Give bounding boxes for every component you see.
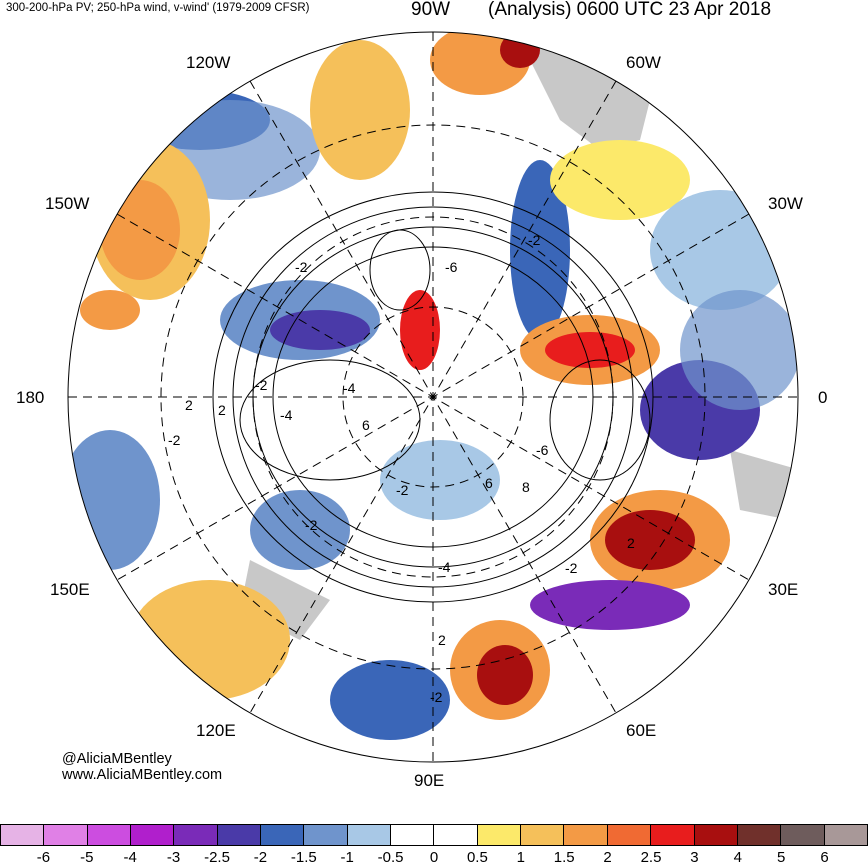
colorbar-tick-label: 4 [733, 849, 742, 866]
colorbar-tick-label: -2.5 [204, 849, 230, 866]
colorbar-swatch [0, 824, 44, 846]
lon-label-150w: 150W [45, 194, 90, 213]
contour-label: -2 [396, 482, 409, 498]
polar-map: -2 -2 -2 2 -2 -4 6 -6 8 6 -2 -4 2 -2 -4 … [67, 31, 799, 763]
colorbar-swatch [86, 824, 131, 846]
contour-label: -2 [168, 432, 181, 448]
colorbar-swatch [130, 824, 174, 846]
graticule [68, 32, 798, 762]
colorbar-tick-label: -3 [166, 849, 181, 866]
lon-label-60w: 60W [626, 53, 661, 72]
colorbar-swatch [390, 824, 434, 846]
colorbar-tick-label: -2 [253, 849, 268, 866]
colorbar-tick-labels: -6 -5 -4 -3 -2.5 -2 -1.5 -1 -0.5 0 0.5 1 1.5 2 2.5 3 4 5 6 [0, 849, 868, 866]
colorbar-swatch [520, 824, 564, 846]
colorbar-tick-label: 2 [603, 849, 612, 866]
colorbar [0, 824, 868, 846]
contour-label: -6 [445, 259, 458, 275]
colorbar-swatch [780, 824, 824, 846]
colorbar-tick-label: 1.5 [553, 849, 575, 866]
colorbar-swatch [563, 824, 607, 846]
lon-label-150e: 150E [50, 580, 90, 599]
lon-label-120e: 120E [196, 721, 236, 740]
contour-label: -4 [343, 380, 356, 396]
contour-label: -2 [295, 259, 308, 275]
colorbar-tick-label: 6 [820, 849, 829, 866]
contour-label: -4 [280, 407, 293, 423]
credit-handle: @AliciaMBentley [62, 751, 172, 767]
lon-label-180: 180 [16, 388, 45, 407]
lon-label-30e: 30E [768, 580, 799, 599]
colorbar-tick-label: -1.5 [290, 849, 317, 866]
contour-label: -2 [565, 560, 578, 576]
contour-label: 6 [362, 417, 370, 433]
colorbar-swatch [736, 824, 781, 846]
contour-value-labels: -2 -2 -2 2 -2 -4 6 -6 8 6 -2 -4 2 -2 -4 … [168, 232, 635, 705]
colorbar-tick-label: 3 [690, 849, 699, 866]
map-border [67, 31, 799, 763]
contour-label: 6 [485, 475, 493, 491]
colorbar-swatch [216, 824, 261, 846]
map-title-right: (Analysis) 0600 UTC 23 Apr 2018 [488, 0, 772, 20]
colorbar-tick-label: -1 [340, 849, 354, 866]
colorbar-tick-label: 5 [777, 849, 786, 866]
colorbar-tick-label: -5 [80, 849, 94, 866]
colorbar-swatch [43, 824, 87, 846]
contour-label: -2 [305, 517, 318, 533]
credit-website: www.AliciaMBentley.com [62, 767, 223, 783]
lon-label-60e: 60E [626, 721, 657, 740]
contour-label: 2 [438, 632, 446, 648]
contour-label: -2 [528, 232, 541, 248]
colorbar-swatch [606, 824, 651, 846]
contour-label: 2 [185, 397, 193, 413]
contour-label: 2 [627, 535, 635, 551]
lon-label-120w: 120W [186, 53, 231, 72]
colorbar-tick-label: -4 [123, 849, 137, 866]
colorbar-swatch [346, 824, 391, 846]
colorbar-swatch [173, 824, 217, 846]
lon-label-90w: 90W [411, 0, 451, 20]
colorbar-swatch [260, 824, 304, 846]
colorbar-swatch [650, 824, 694, 846]
contour-label: 2 [218, 402, 226, 418]
contour-label: -4 [438, 559, 451, 575]
colorbar-tick-label: 0 [429, 849, 439, 866]
colorbar-swatch [823, 824, 868, 846]
colorbar-swatch [693, 824, 737, 846]
colorbar-tick-label: 0.5 [466, 849, 488, 866]
map-title-left: 300-200-hPa PV; 250-hPa wind, v-wind' (1… [6, 2, 310, 14]
contour-label: -6 [536, 442, 549, 458]
contour-label: -2 [430, 689, 443, 705]
lon-label-90e: 90E [414, 771, 445, 790]
contour-label: 8 [522, 479, 530, 495]
colorbar-swatch [476, 824, 521, 846]
land-europe [520, 40, 650, 150]
contour-label: -2 [255, 377, 268, 393]
colorbar-swatch [303, 824, 347, 846]
lon-label-0: 0 [818, 388, 828, 407]
colorbar-tick-label: -6 [36, 849, 51, 866]
colorbar-tick-label: 1 [516, 849, 525, 866]
lon-label-30w: 30W [768, 194, 803, 213]
colorbar-tick-label: -0.5 [377, 849, 404, 866]
colorbar-swatch [433, 824, 477, 846]
colorbar-tick-label: 2.5 [640, 849, 662, 866]
